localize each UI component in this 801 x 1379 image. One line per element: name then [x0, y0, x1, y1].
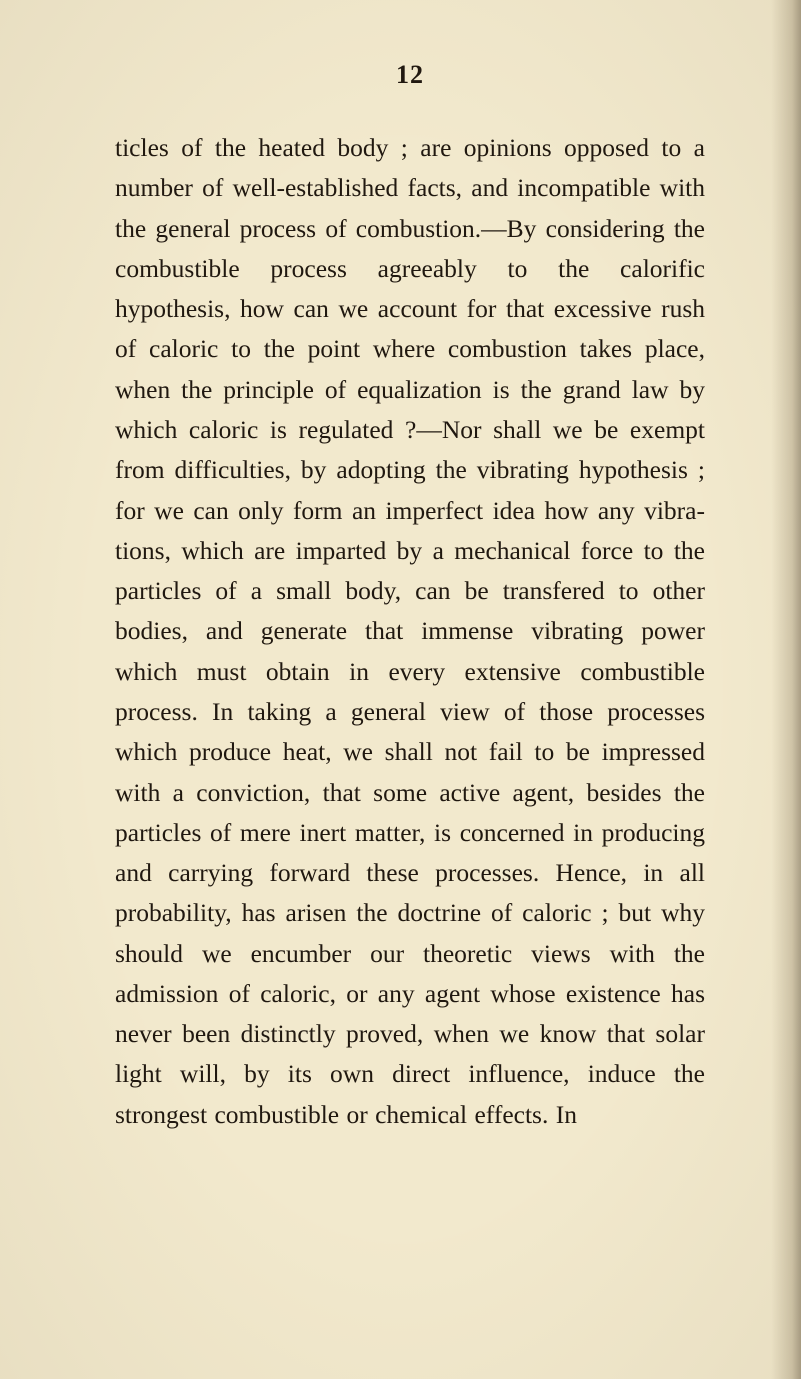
- page-edge-shadow: [771, 0, 801, 1379]
- page-content: 12 ticles of the heated body ; are opini…: [115, 60, 705, 1135]
- page-number: 12: [115, 60, 705, 90]
- body-text: ticles of the heated body ; are opinions…: [115, 128, 705, 1135]
